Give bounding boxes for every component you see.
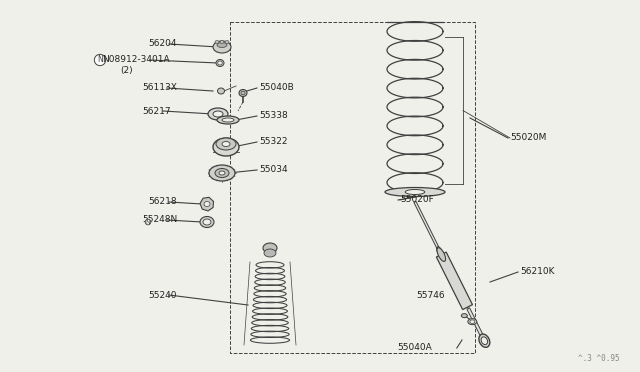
- Ellipse shape: [217, 116, 239, 124]
- Ellipse shape: [437, 248, 445, 262]
- Ellipse shape: [200, 217, 214, 228]
- Text: 56210K: 56210K: [520, 267, 554, 276]
- Ellipse shape: [405, 189, 425, 195]
- Text: 55040A: 55040A: [397, 343, 432, 353]
- Text: ^.3 ^0.95: ^.3 ^0.95: [579, 354, 620, 363]
- Ellipse shape: [213, 138, 239, 156]
- Text: 56204: 56204: [148, 39, 177, 48]
- Text: 55338: 55338: [259, 112, 288, 121]
- Ellipse shape: [481, 337, 488, 344]
- Ellipse shape: [217, 42, 227, 48]
- Ellipse shape: [213, 41, 231, 53]
- Ellipse shape: [204, 202, 210, 206]
- Text: N: N: [146, 219, 150, 224]
- Ellipse shape: [218, 88, 225, 94]
- Polygon shape: [200, 197, 214, 211]
- Text: 55020M: 55020M: [510, 134, 547, 142]
- Ellipse shape: [225, 41, 229, 44]
- Text: 55322: 55322: [259, 138, 287, 147]
- Text: N08912-3401A: N08912-3401A: [102, 55, 170, 64]
- Text: 55034: 55034: [259, 166, 287, 174]
- Ellipse shape: [209, 165, 235, 181]
- Ellipse shape: [479, 334, 490, 347]
- Ellipse shape: [216, 60, 224, 67]
- Text: N: N: [97, 55, 103, 64]
- Ellipse shape: [218, 61, 222, 65]
- Ellipse shape: [468, 319, 477, 325]
- Ellipse shape: [220, 41, 224, 44]
- Ellipse shape: [216, 138, 236, 150]
- Ellipse shape: [219, 171, 225, 175]
- Text: (2): (2): [120, 67, 132, 76]
- Ellipse shape: [461, 314, 467, 318]
- Ellipse shape: [208, 108, 228, 120]
- Ellipse shape: [222, 118, 234, 122]
- Text: 55240: 55240: [148, 291, 177, 299]
- Ellipse shape: [436, 247, 444, 259]
- Ellipse shape: [239, 90, 247, 96]
- Ellipse shape: [203, 219, 211, 225]
- Text: 56217: 56217: [142, 106, 171, 115]
- Text: 56113X: 56113X: [142, 83, 177, 93]
- Ellipse shape: [264, 249, 276, 257]
- Text: 55248N: 55248N: [142, 215, 177, 224]
- Polygon shape: [436, 252, 472, 310]
- Ellipse shape: [470, 320, 475, 323]
- Text: 56218: 56218: [148, 198, 177, 206]
- Ellipse shape: [215, 169, 229, 177]
- Polygon shape: [414, 202, 444, 258]
- Text: 55746: 55746: [417, 292, 445, 301]
- Ellipse shape: [215, 41, 219, 44]
- Ellipse shape: [222, 141, 230, 147]
- Ellipse shape: [263, 243, 277, 253]
- Polygon shape: [467, 308, 484, 339]
- Ellipse shape: [213, 111, 223, 117]
- Ellipse shape: [385, 187, 445, 196]
- Text: 55040B: 55040B: [259, 83, 294, 93]
- Text: 55020F: 55020F: [400, 196, 434, 205]
